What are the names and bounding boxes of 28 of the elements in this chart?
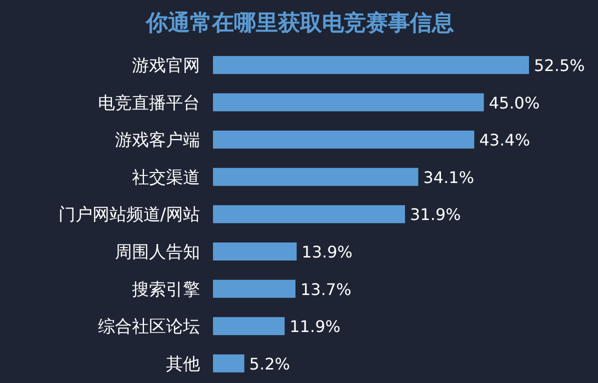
y-tick-label: 游戏客户端 bbox=[115, 130, 200, 151]
data-label: 13.7% bbox=[300, 280, 352, 299]
y-tick-label: 综合社区论坛 bbox=[98, 317, 200, 338]
bar bbox=[213, 130, 474, 149]
y-tick-label: 游戏官网 bbox=[132, 56, 200, 76]
bar bbox=[213, 93, 484, 112]
data-label: 5.2% bbox=[249, 354, 290, 374]
bar bbox=[213, 280, 296, 298]
data-label: 13.9% bbox=[302, 242, 352, 262]
chart-title: 你通常在哪里获取电竞赛事信息 bbox=[145, 10, 454, 36]
bar bbox=[213, 168, 418, 186]
data-label: 52.5% bbox=[534, 56, 585, 75]
y-tick-label: 社交渠道 bbox=[132, 168, 200, 188]
y-tick-label: 门户网站频道/网站 bbox=[58, 205, 200, 226]
bar bbox=[213, 354, 244, 372]
y-tick-label: 其他 bbox=[166, 354, 200, 374]
data-label: 43.4% bbox=[479, 130, 530, 150]
data-label: 11.9% bbox=[290, 317, 340, 336]
data-label: 31.9% bbox=[410, 205, 461, 224]
y-tick-label: 电竞直播平台 bbox=[98, 93, 200, 114]
y-tick-label: 周围人告知 bbox=[115, 242, 200, 262]
bar bbox=[213, 317, 285, 336]
y-tick-label: 搜索引擎 bbox=[132, 280, 200, 300]
data-label: 45.0% bbox=[488, 93, 540, 112]
bar bbox=[213, 205, 406, 224]
data-label: 34.1% bbox=[423, 168, 474, 187]
bar bbox=[213, 56, 529, 74]
bar bbox=[213, 242, 297, 260]
